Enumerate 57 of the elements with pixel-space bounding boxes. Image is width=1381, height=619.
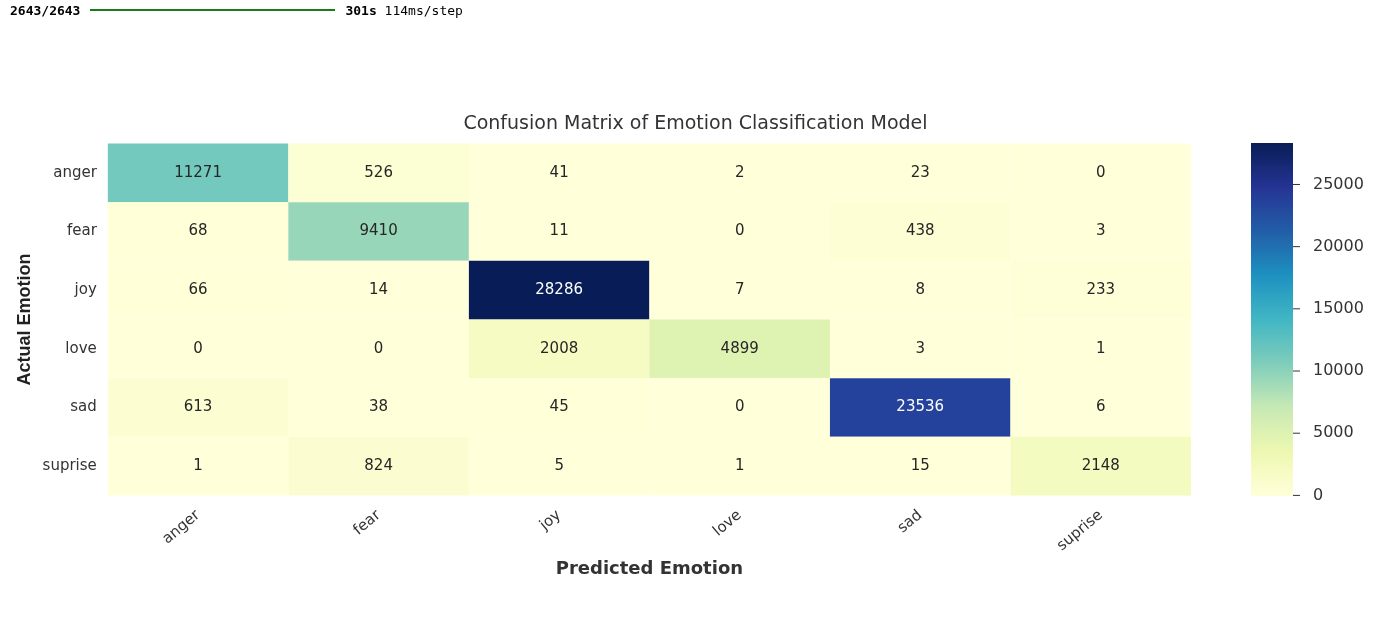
data-label: 613 — [183, 397, 213, 416]
x-axis-title: Predicted Emotion — [555, 556, 744, 578]
data-label: 438 — [905, 221, 935, 240]
data-label: 1 — [734, 455, 745, 474]
data-label: 4899 — [720, 338, 759, 357]
data-label: 1 — [193, 455, 203, 474]
data-label: 38 — [369, 397, 389, 416]
y-tick-label: sad — [70, 397, 97, 416]
data-label: 45 — [549, 397, 569, 416]
data-label: 11271 — [174, 162, 222, 181]
data-label: 5 — [554, 455, 564, 474]
color-bar-label: 0 — [1313, 484, 1324, 504]
text: 301s 114ms/step — [345, 2, 463, 18]
data-label: 2008 — [540, 338, 579, 357]
y-tick-label: fear — [66, 221, 98, 240]
data-label: 14 — [369, 280, 389, 299]
color-bar-label: 25000 — [1313, 173, 1364, 193]
y-axis-title: Actual Emotion — [13, 253, 34, 386]
data-label: 41 — [549, 162, 569, 181]
data-label: 233 — [1086, 280, 1116, 299]
data-label: 0 — [373, 338, 384, 357]
data-label: 8 — [915, 280, 925, 299]
data-label: 3 — [915, 338, 925, 357]
y-tick-label: love — [65, 338, 97, 357]
data-label: 0 — [734, 397, 745, 416]
color-bar-label: 10000 — [1313, 360, 1364, 380]
data-label: 0 — [193, 338, 203, 357]
data-label: 66 — [188, 280, 208, 299]
data-label: 0 — [734, 221, 745, 240]
data-label: 28286 — [535, 280, 584, 299]
x-tick-label: sad — [893, 505, 926, 537]
data-label: 1 — [1095, 338, 1106, 357]
data-label: 2 — [734, 162, 745, 181]
data-label: 6 — [1095, 397, 1106, 416]
data-label: 23 — [910, 162, 930, 181]
color-bar-label: 15000 — [1313, 298, 1364, 317]
data-label: 23536 — [896, 397, 945, 416]
data-label: 0 — [1095, 162, 1106, 181]
data-label: 526 — [364, 162, 393, 181]
data-label: 2148 — [1081, 455, 1120, 474]
data-label: 68 — [188, 221, 208, 240]
data-label: 11 — [549, 221, 569, 240]
data-label: 7 — [734, 280, 745, 299]
data-label: 3 — [1095, 221, 1106, 240]
x-tick-label: joy — [534, 505, 565, 535]
color-bar-label: 20000 — [1313, 235, 1364, 255]
x-tick-label: love — [709, 505, 745, 540]
y-tick-label: joy — [73, 280, 97, 299]
chart-title: Confusion Matrix of Emotion Classification Model — [463, 111, 928, 134]
data-label: 9410 — [359, 221, 398, 240]
y-tick-label: anger — [53, 162, 98, 181]
text: 2643/2643 — [10, 2, 81, 18]
y-tick-label: suprise — [42, 455, 97, 474]
data-label: 15 — [910, 455, 930, 474]
color-bar-label: 5000 — [1313, 422, 1354, 442]
x-tick-label: fear — [349, 505, 385, 539]
data-label: 824 — [364, 455, 393, 474]
